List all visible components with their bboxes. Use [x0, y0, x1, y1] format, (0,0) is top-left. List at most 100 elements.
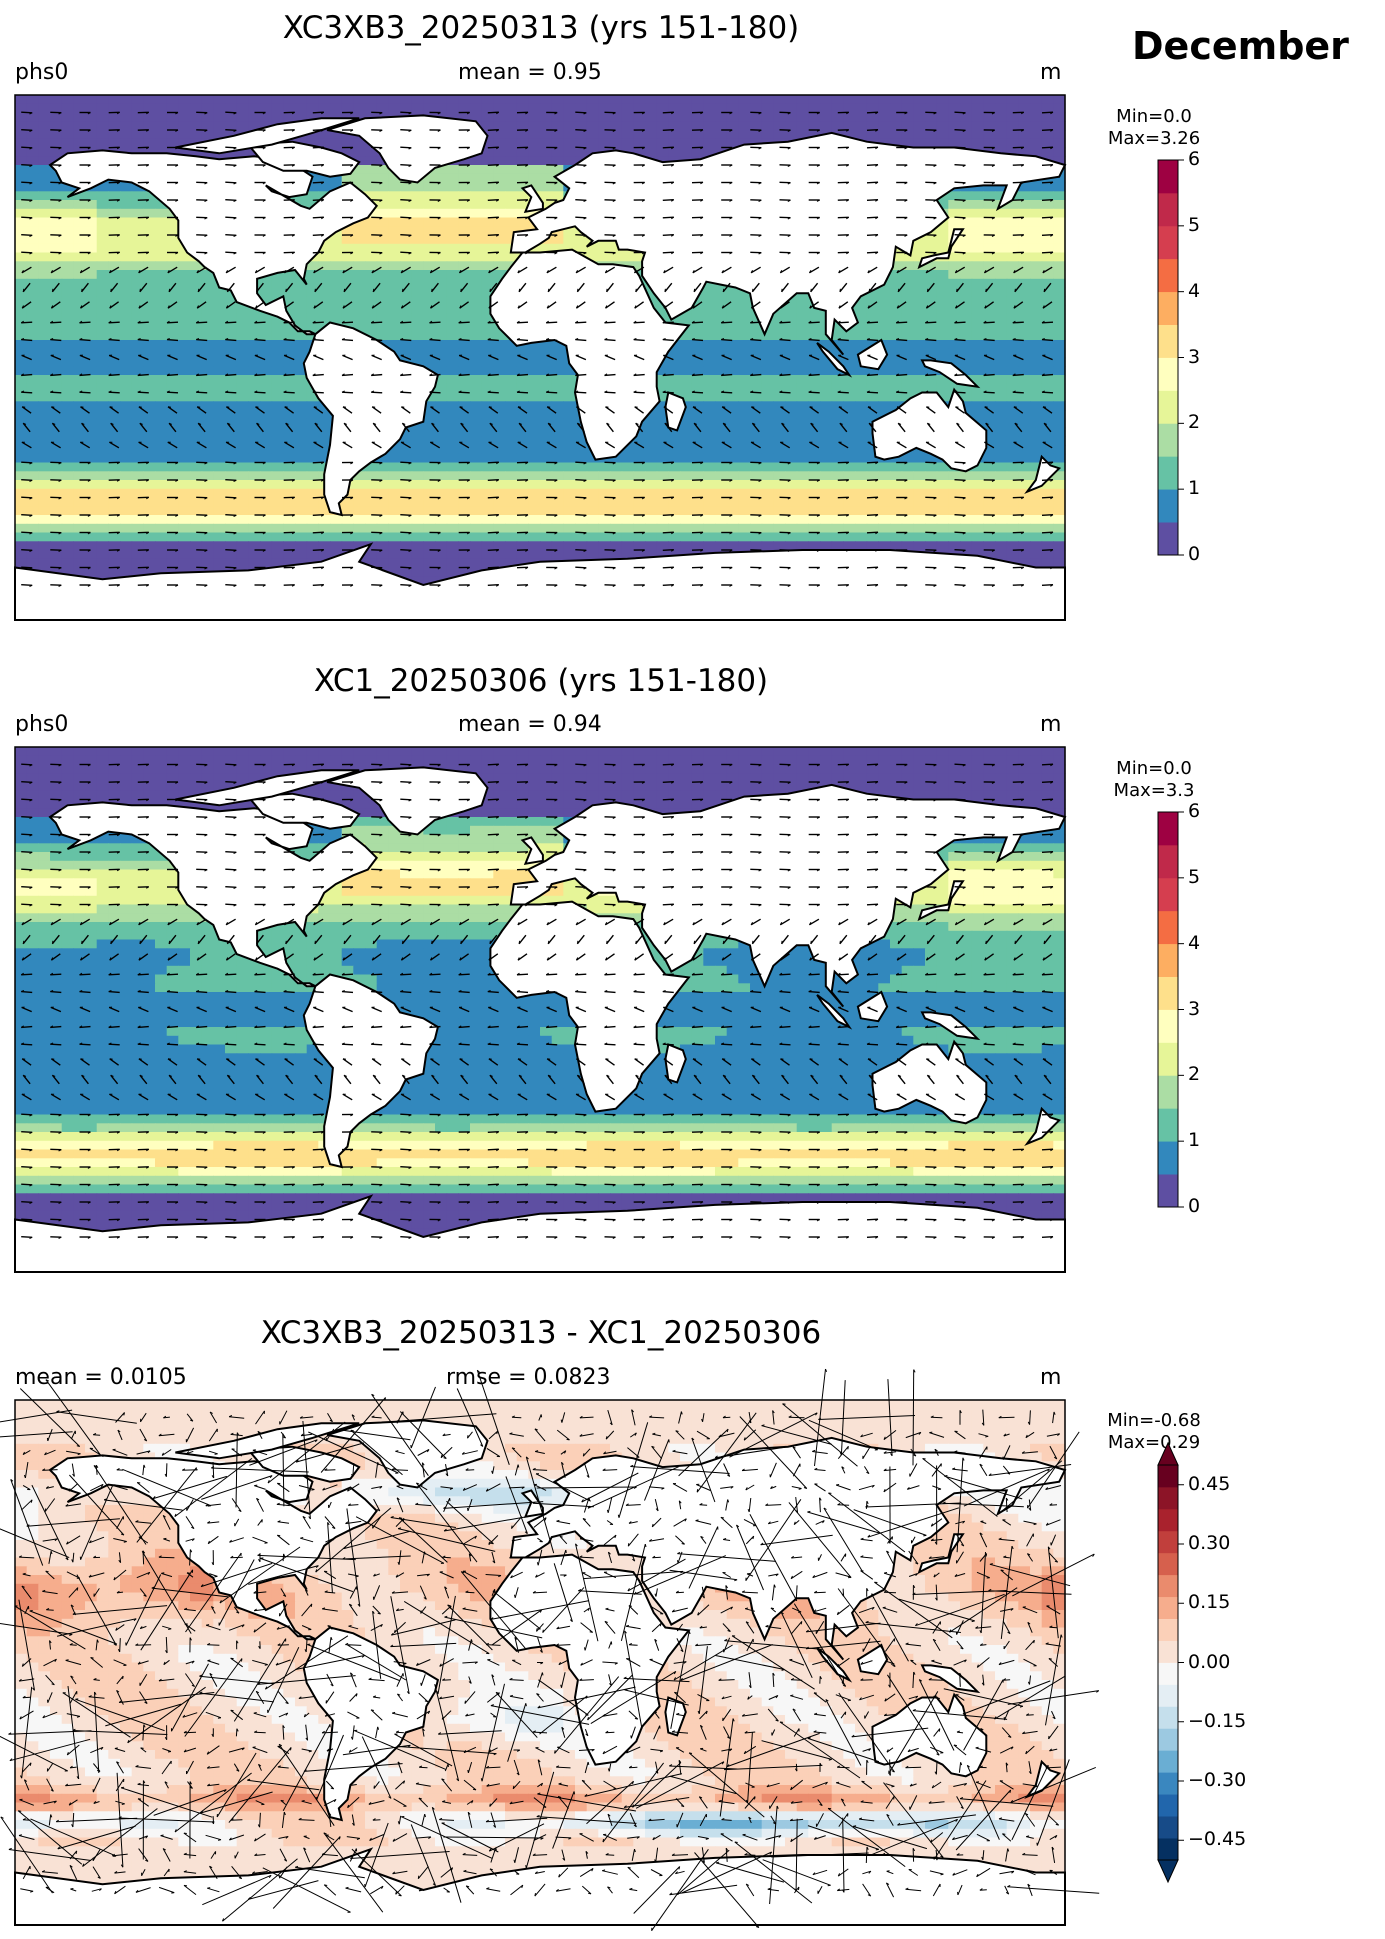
field-cell: [575, 445, 587, 454]
field-cell: [132, 366, 144, 375]
field-cell: [808, 410, 820, 419]
field-cell: [27, 174, 39, 183]
field-cell: [727, 533, 739, 542]
field-cell: [680, 498, 692, 507]
field-cell: [552, 524, 564, 533]
field-cell: [412, 305, 424, 314]
field-cell: [38, 148, 50, 157]
field-cell: [120, 340, 132, 349]
field-cell: [178, 401, 190, 410]
field-cell: [680, 454, 692, 463]
field-cell: [155, 130, 167, 139]
field-cell: [540, 533, 552, 542]
field-cell: [38, 209, 50, 218]
field-cell: [738, 471, 750, 480]
field-cell: [657, 515, 669, 524]
field-cell: [505, 541, 517, 550]
field-cell: [762, 104, 774, 113]
field-cell: [143, 288, 155, 297]
field-cell: [120, 130, 132, 139]
field-cell: [73, 524, 85, 533]
field-cell: [377, 183, 389, 192]
field-cell: [797, 498, 809, 507]
field-cell: [972, 191, 984, 200]
field-cell: [598, 471, 610, 480]
field-cell: [657, 148, 669, 157]
field-cell: [937, 305, 949, 314]
field-cell: [97, 261, 109, 270]
field-cell: [435, 235, 447, 244]
field-cell: [995, 428, 1007, 437]
field-cell: [50, 95, 62, 104]
field-cell: [237, 445, 249, 454]
field-cell: [377, 489, 389, 498]
field-cell: [482, 235, 494, 244]
field-cell: [598, 550, 610, 559]
field-cell: [318, 419, 330, 428]
field-cell: [62, 366, 74, 375]
field-cell: [808, 489, 820, 498]
field-cell: [937, 471, 949, 480]
field-cell: [295, 436, 307, 445]
field-cell: [493, 349, 505, 358]
field-cell: [703, 375, 715, 384]
field-cell: [983, 95, 995, 104]
field-cell: [482, 104, 494, 113]
field-cell: [423, 104, 435, 113]
field-cell: [50, 113, 62, 122]
field-cell: [738, 410, 750, 419]
field-cell: [925, 498, 937, 507]
field-cell: [447, 358, 459, 367]
field-cell: [447, 515, 459, 524]
field-cell: [155, 314, 167, 323]
field-cell: [73, 95, 85, 104]
field-cell: [750, 95, 762, 104]
field-cell: [260, 515, 272, 524]
field-cell: [960, 253, 972, 262]
field-cell: [272, 471, 284, 480]
field-cell: [412, 550, 424, 559]
field-cell: [598, 130, 610, 139]
field-cell: [15, 148, 27, 157]
field-cell: [132, 340, 144, 349]
field-cell: [143, 393, 155, 402]
field-cell: [505, 515, 517, 524]
field-cell: [143, 454, 155, 463]
field-cell: [1030, 428, 1042, 437]
field-cell: [1018, 506, 1030, 515]
field-cell: [1053, 419, 1065, 428]
field-cell: [50, 340, 62, 349]
field-cell: [120, 218, 132, 227]
field-cell: [493, 463, 505, 472]
field-cell: [342, 244, 354, 253]
field-cell: [703, 498, 715, 507]
field-cell: [995, 296, 1007, 305]
field-cell: [50, 253, 62, 262]
field-cell: [458, 419, 470, 428]
field-cell: [178, 384, 190, 393]
field-cell: [400, 95, 412, 104]
field-cell: [85, 139, 97, 148]
field-cell: [1053, 489, 1065, 498]
field-cell: [470, 226, 482, 235]
field-cell: [365, 235, 377, 244]
field-cell: [97, 480, 109, 489]
field-cell: [1018, 235, 1030, 244]
field-cell: [587, 95, 599, 104]
field-cell: [843, 471, 855, 480]
field-cell: [353, 480, 365, 489]
field-cell: [470, 323, 482, 332]
field-cell: [318, 253, 330, 262]
field-cell: [167, 524, 179, 533]
field-cell: [797, 349, 809, 358]
field-cell: [178, 279, 190, 288]
field-cell: [202, 279, 214, 288]
field-cell: [762, 480, 774, 489]
field-cell: [132, 358, 144, 367]
field-cell: [108, 253, 120, 262]
field-cell: [972, 95, 984, 104]
field-cell: [458, 209, 470, 218]
field-cell: [237, 498, 249, 507]
field-cell: [423, 454, 435, 463]
field-cell: [692, 349, 704, 358]
